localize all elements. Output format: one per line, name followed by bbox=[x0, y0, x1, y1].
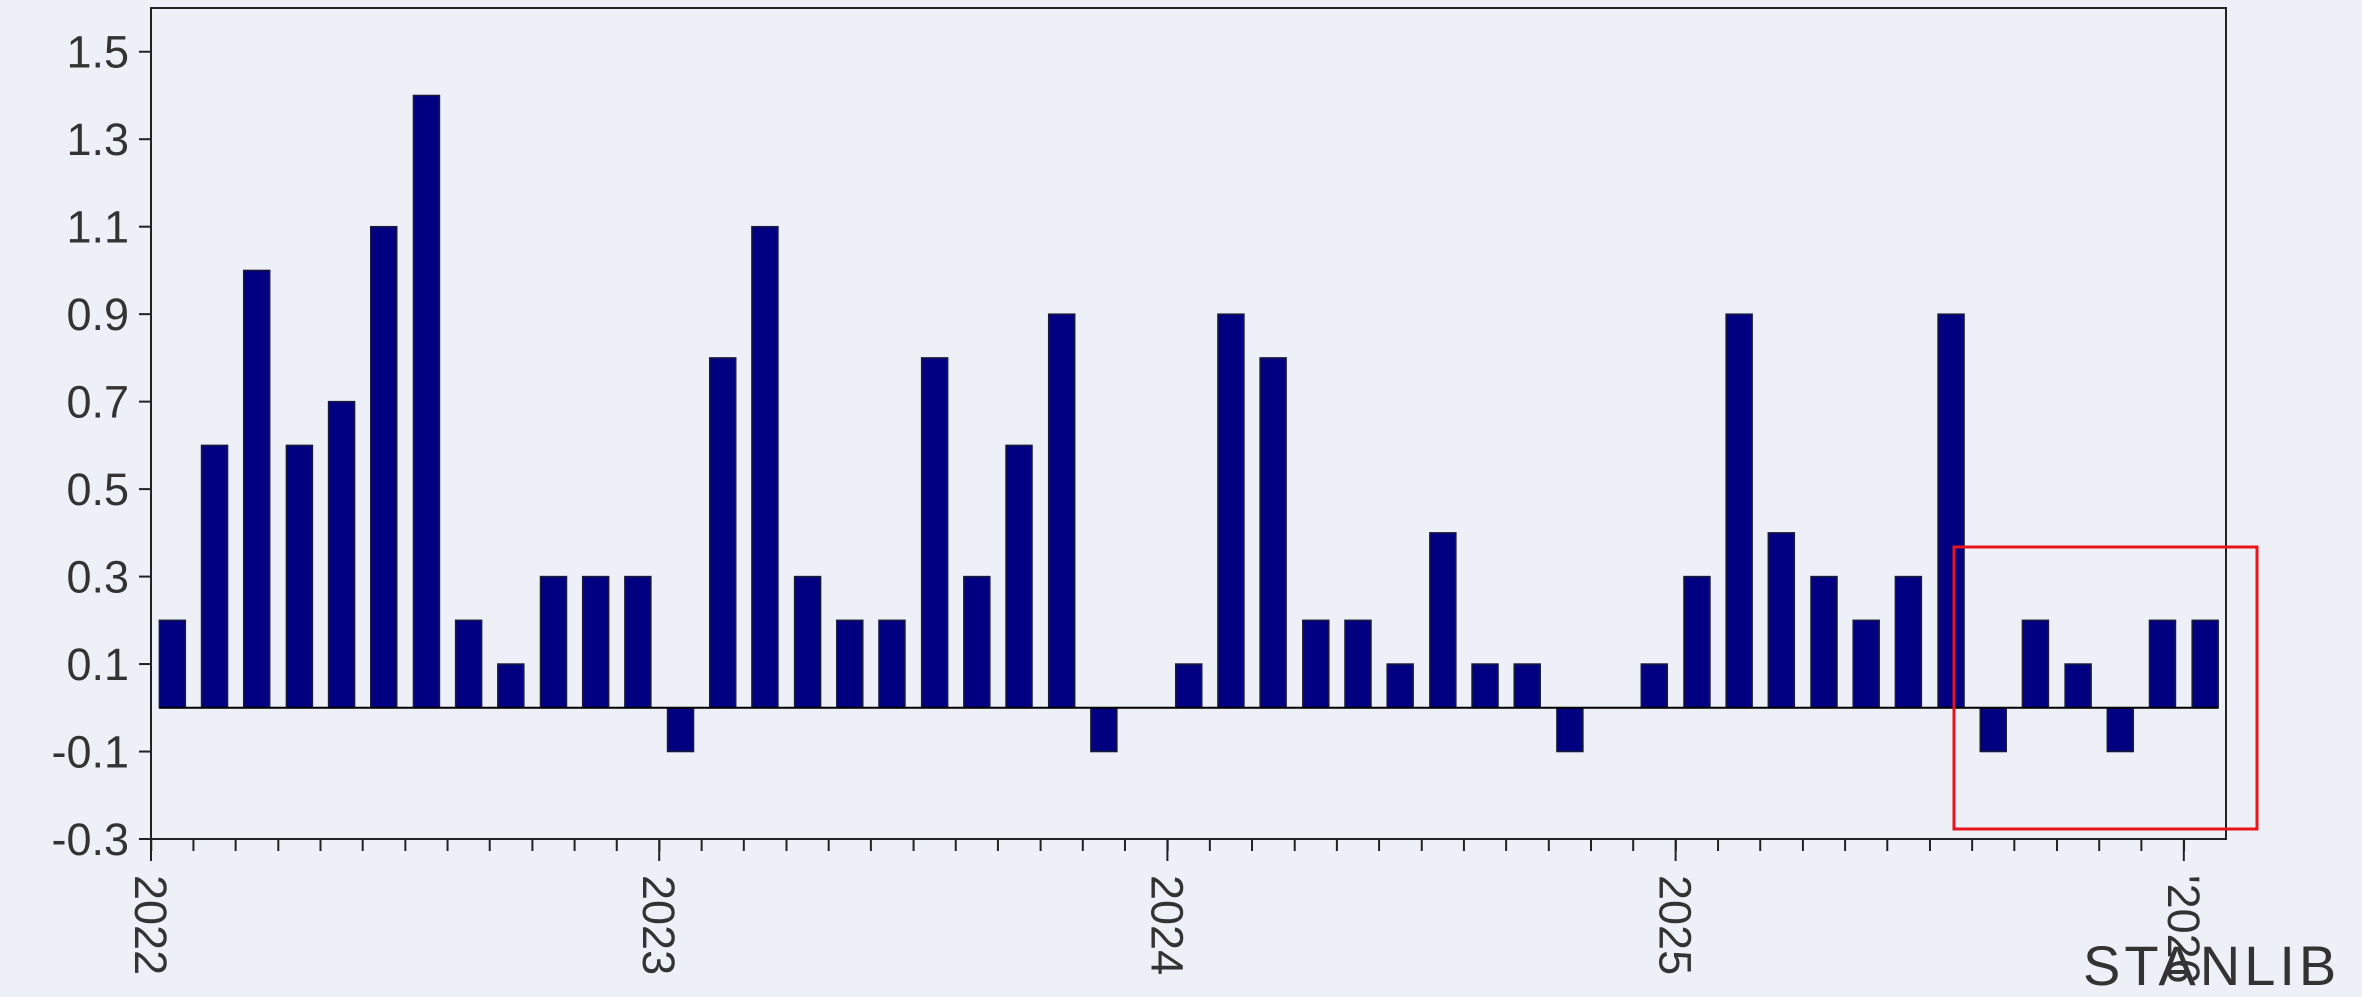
y-tick-label: 1.5 bbox=[66, 27, 129, 78]
plot-frame bbox=[150, 7, 2227, 840]
bar bbox=[1386, 663, 1414, 709]
bar bbox=[497, 663, 525, 709]
bar bbox=[1302, 619, 1330, 709]
bar bbox=[1725, 313, 1753, 709]
bar bbox=[1513, 663, 1541, 709]
bar bbox=[1894, 575, 1923, 709]
bar bbox=[836, 619, 864, 709]
bar bbox=[751, 225, 779, 709]
bar bbox=[920, 357, 949, 709]
x-tick-label: 2022 bbox=[125, 875, 176, 975]
y-tick-label: 0.1 bbox=[66, 639, 129, 690]
bar bbox=[454, 619, 483, 709]
y-tick-label: 1.3 bbox=[66, 114, 129, 165]
bar bbox=[1810, 575, 1838, 709]
bar bbox=[2106, 707, 2135, 753]
bar bbox=[539, 575, 568, 709]
bar bbox=[793, 575, 822, 709]
bar bbox=[1047, 313, 1076, 709]
bar bbox=[1556, 707, 1584, 753]
x-tick-label: '2026 bbox=[2158, 875, 2209, 984]
bar bbox=[708, 357, 737, 709]
bar bbox=[1175, 663, 1203, 709]
bar bbox=[242, 269, 271, 709]
bar bbox=[878, 619, 906, 709]
bar bbox=[1429, 532, 1457, 709]
y-tick-label: 1.1 bbox=[66, 202, 129, 253]
bar bbox=[200, 444, 229, 709]
bar bbox=[370, 225, 398, 709]
logo: STANLIB bbox=[2083, 934, 2340, 997]
bar bbox=[412, 94, 441, 709]
x-tick-label: 2023 bbox=[633, 875, 684, 975]
x-tick-label: 2024 bbox=[1141, 875, 1192, 975]
bar bbox=[2021, 619, 2050, 709]
bar bbox=[1005, 444, 1033, 709]
bar bbox=[1217, 313, 1245, 709]
bar bbox=[2191, 619, 2219, 709]
bar bbox=[1640, 663, 1669, 709]
bar bbox=[1471, 663, 1499, 709]
bar bbox=[1259, 357, 1287, 709]
bar bbox=[963, 575, 991, 709]
bar bbox=[1683, 575, 1711, 709]
bar bbox=[1090, 707, 1118, 753]
x-tick-label: 2025 bbox=[1650, 875, 1701, 975]
y-tick-label: 0.3 bbox=[66, 552, 129, 603]
bar bbox=[1937, 313, 1965, 709]
bar bbox=[2148, 619, 2177, 709]
bar bbox=[1344, 619, 1372, 709]
highlight-box bbox=[1952, 545, 2259, 831]
y-tick-label: 0.5 bbox=[66, 464, 129, 515]
bar bbox=[1852, 619, 1880, 709]
bar bbox=[158, 619, 187, 709]
marks: -0.3 -0.1 0.1 0.3 0.5 0.7 0.9 1.1 1.3 1.5 2022 2023… bbox=[51, 27, 2219, 984]
bar bbox=[285, 444, 314, 709]
y-tick-label: 0.9 bbox=[66, 289, 129, 340]
bar bbox=[624, 575, 652, 709]
y-tick-label: -0.3 bbox=[51, 814, 129, 865]
bar bbox=[2064, 663, 2092, 709]
bar bbox=[581, 575, 610, 709]
bar bbox=[1979, 707, 2007, 753]
y-tick-label: -0.1 bbox=[51, 727, 129, 778]
bar bbox=[1767, 532, 1796, 709]
bar bbox=[666, 707, 695, 753]
bar bbox=[327, 400, 356, 709]
y-tick-label: 0.7 bbox=[66, 377, 129, 428]
